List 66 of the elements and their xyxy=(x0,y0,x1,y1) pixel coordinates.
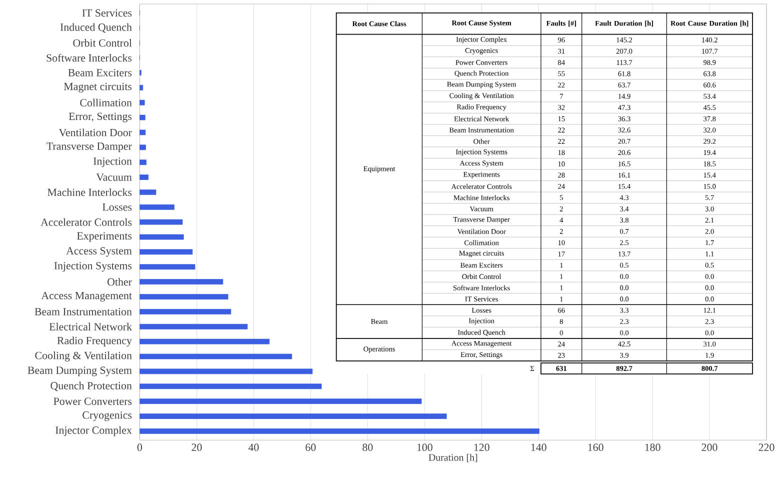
bar xyxy=(140,384,322,390)
bar xyxy=(140,219,183,225)
x-tick-label: 180 xyxy=(645,444,660,452)
x-tick-label: 20 xyxy=(192,444,202,452)
x-tick-label: 140 xyxy=(531,444,546,452)
bar xyxy=(140,189,156,195)
bar xyxy=(140,264,196,270)
y-tick-label: Software Interlocks xyxy=(46,54,132,62)
y-tick-label: Vacuum xyxy=(96,174,132,181)
bar xyxy=(140,249,193,255)
y-tick-label: Access System xyxy=(66,247,132,257)
y-tick-label: Losses xyxy=(102,203,132,211)
bar xyxy=(140,84,144,90)
y-tick-label: Induced Quench xyxy=(60,23,132,33)
y-tick-label: Other xyxy=(108,278,132,286)
bar xyxy=(140,308,232,314)
y-tick-label: Experiments xyxy=(77,232,132,242)
x-tick-label: 120 xyxy=(474,444,490,452)
bar xyxy=(140,100,145,106)
bar xyxy=(140,130,146,136)
y-tick-label: Injector Complex xyxy=(56,426,132,436)
y-tick-label: Ventilation Door xyxy=(58,128,132,136)
bar xyxy=(140,174,148,180)
x-tick-label: 80 xyxy=(362,444,373,452)
x-axis-title: Duration [h] xyxy=(428,454,478,462)
bar xyxy=(140,324,248,330)
y-tick-label: Electrical Network xyxy=(49,322,132,330)
bar xyxy=(140,279,224,284)
y-tick-label: Beam Instrumentation xyxy=(34,308,132,316)
bar xyxy=(140,114,146,120)
bar xyxy=(140,294,228,300)
bar xyxy=(140,368,313,374)
bar xyxy=(140,338,270,344)
x-tick-label: 100 xyxy=(417,444,432,452)
y-tick-label: Magnet circuits xyxy=(64,82,132,92)
x-tick-label: 220 xyxy=(758,444,774,452)
y-tick-label: Accelerator Controls xyxy=(40,218,132,226)
x-tick-label: 200 xyxy=(702,444,718,452)
x-tick-label: 0 xyxy=(137,444,142,452)
y-tick-label: Orbit Control xyxy=(73,38,132,47)
bar xyxy=(140,160,146,165)
y-tick-label: Power Converters xyxy=(54,398,132,405)
bar xyxy=(140,234,184,240)
y-tick-label: Collimation xyxy=(80,98,132,106)
bar xyxy=(140,414,447,419)
bar xyxy=(140,354,292,360)
y-tick-label: Radio Frequency xyxy=(57,336,132,346)
y-tick-label: Beam Exciters xyxy=(68,69,132,76)
bar xyxy=(140,428,540,434)
y-tick-label: Cooling & Ventilation xyxy=(35,352,132,362)
y-tick-label: Cryogenics xyxy=(82,411,132,422)
x-tick-label: 40 xyxy=(248,444,259,452)
y-tick-label: Quench Protection xyxy=(50,382,132,392)
y-tick-label: Beam Dumping System xyxy=(28,366,132,376)
y-tick-label: Access Management xyxy=(41,292,132,302)
bar xyxy=(140,204,174,210)
bar xyxy=(140,398,422,404)
y-tick-label: IT Services xyxy=(82,9,132,17)
y-tick-label: Injection xyxy=(93,158,132,168)
bar xyxy=(140,144,146,150)
y-tick-label: Transverse Damper xyxy=(46,142,132,152)
x-tick-label: 60 xyxy=(306,444,316,452)
y-tick-label: Injection Systems xyxy=(54,262,132,272)
x-tick-label: 160 xyxy=(588,444,604,452)
y-tick-label: Machine Interlocks xyxy=(48,188,132,196)
y-tick-label: Error, Settings xyxy=(68,112,132,122)
